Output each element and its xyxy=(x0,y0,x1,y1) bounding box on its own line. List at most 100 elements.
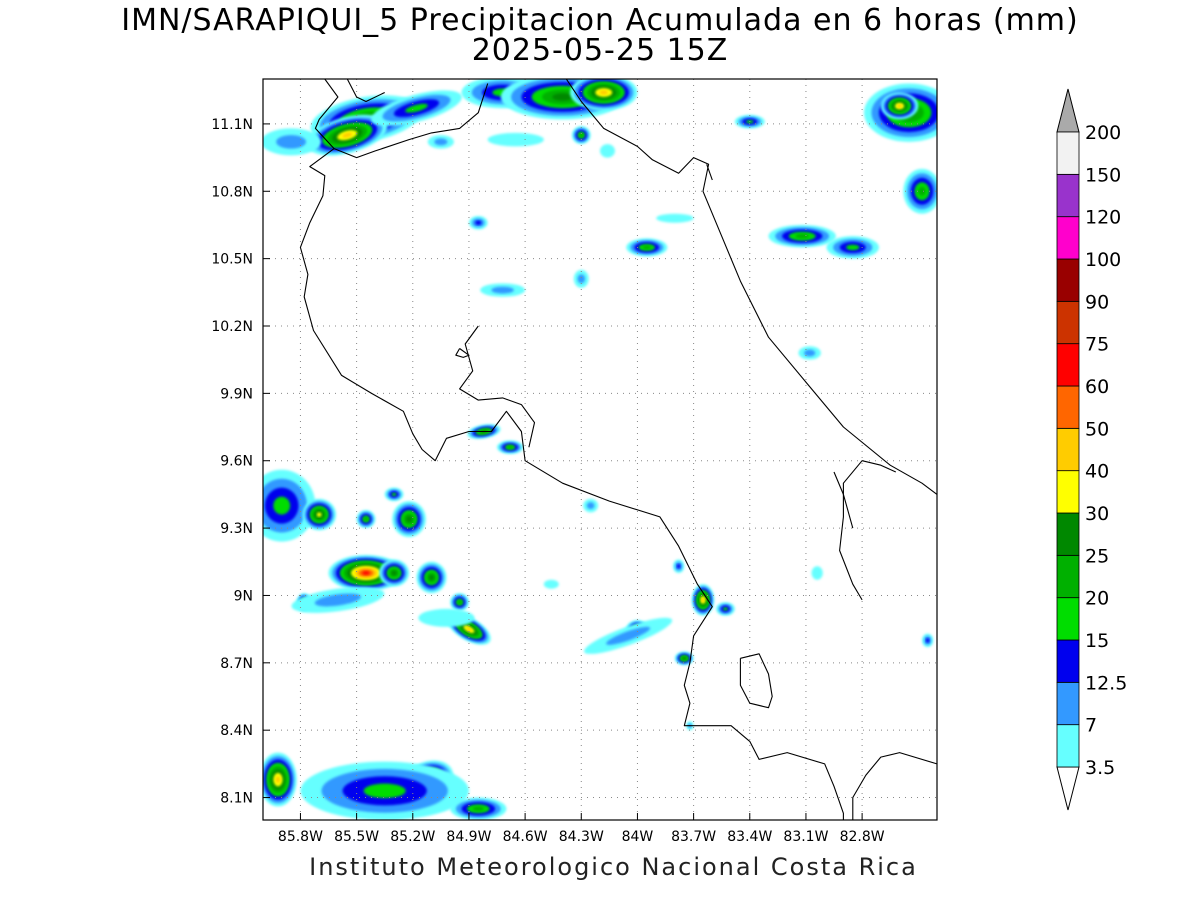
colorbar-swatch xyxy=(1056,512,1080,556)
rain-cell xyxy=(798,346,821,360)
colorbar-label: 25 xyxy=(1085,545,1109,567)
colorbar-label: 12.5 xyxy=(1085,672,1127,694)
rain-contour xyxy=(363,783,406,799)
y-tick-label: 9N xyxy=(234,588,253,604)
rain-contour xyxy=(429,574,434,581)
y-tick-label: 8.4N xyxy=(220,723,253,739)
rain-cell xyxy=(263,128,322,156)
rain-cell xyxy=(691,584,715,616)
colorbar-legend: 3.5 7 12.5 15 20 25 30 40 50 60 75 90 100 120 150 200 xyxy=(1056,88,1127,811)
rain-contour xyxy=(362,571,370,575)
coastline xyxy=(459,325,536,448)
rain-contour xyxy=(897,104,902,108)
rain-cell xyxy=(626,238,668,257)
colorbar-swatch xyxy=(1056,724,1080,768)
rain-cell xyxy=(573,269,589,288)
rain-contour xyxy=(676,564,681,569)
colorbar-swatch xyxy=(1056,597,1080,641)
y-tick-label: 10.2N xyxy=(211,319,253,335)
x-tick-label: 82.8W xyxy=(840,829,885,845)
colorbar-swatch xyxy=(1056,216,1080,260)
colorbar-label: 50 xyxy=(1085,418,1109,440)
rain-cell xyxy=(880,92,919,120)
rain-cell xyxy=(543,579,559,589)
rain-contour xyxy=(273,496,291,515)
colorbar-label: 200 xyxy=(1085,122,1121,144)
colorbar-label: 100 xyxy=(1085,249,1121,271)
lat-lon-grid xyxy=(263,79,937,820)
map-title: IMN/SARAPIQUI_5 Precipitacion Acumulada … xyxy=(121,3,1079,38)
rain-contour xyxy=(723,607,728,611)
colorbar-over-triangle xyxy=(1056,88,1080,133)
rain-cell xyxy=(468,215,488,230)
rain-contour xyxy=(599,90,608,95)
rain-cell xyxy=(392,501,426,538)
rain-cell xyxy=(291,587,385,613)
rain-contour xyxy=(314,593,362,607)
rain-contour xyxy=(811,566,823,580)
rain-contour xyxy=(918,186,926,196)
rain-cell xyxy=(768,224,836,248)
rain-cell xyxy=(571,126,591,145)
rain-contour xyxy=(804,349,816,357)
coastlines xyxy=(299,79,937,820)
coastline xyxy=(346,79,385,103)
rain-cell xyxy=(384,487,404,502)
colorbar-swatch xyxy=(1056,300,1080,345)
rain-cell xyxy=(600,144,615,158)
rain-contour xyxy=(577,274,586,284)
rain-cell xyxy=(379,559,410,587)
coastline xyxy=(299,79,844,820)
rain-cell xyxy=(300,761,469,820)
colorbar-label: 75 xyxy=(1085,334,1109,356)
rain-contour xyxy=(925,638,930,643)
x-tick-label: 84.3W xyxy=(559,829,604,845)
y-tick-label: 8.1N xyxy=(220,791,253,807)
rain-cell xyxy=(497,440,524,454)
rain-contour xyxy=(642,245,651,250)
colorbar-swatch xyxy=(1056,258,1080,302)
colorbar-swatch xyxy=(1056,173,1080,218)
colorbar-label: 40 xyxy=(1085,461,1109,483)
rain-contour xyxy=(701,597,705,602)
coastline xyxy=(333,83,489,159)
y-tick-label: 9.9N xyxy=(220,386,253,402)
rain-cell xyxy=(583,498,599,513)
colorbar-swatch xyxy=(1056,639,1080,683)
colorbar-swatch xyxy=(1056,427,1080,472)
rain-cell xyxy=(263,752,297,807)
x-tick-label: 85.8W xyxy=(278,829,323,845)
rain-cell xyxy=(903,168,937,214)
x-tick-label: 83.7W xyxy=(671,829,716,845)
y-tick-label: 8.7N xyxy=(220,656,253,672)
rain-contour xyxy=(276,135,307,149)
rain-contour xyxy=(406,516,412,523)
coastline xyxy=(833,471,854,529)
rain-cell xyxy=(418,608,475,627)
coastline xyxy=(852,752,937,820)
rain-contour xyxy=(507,445,513,449)
coastline xyxy=(739,653,773,709)
x-tick-label: 85.2W xyxy=(390,829,435,845)
colorbar-label: 120 xyxy=(1085,207,1121,229)
colorbar-swatch xyxy=(1056,343,1080,387)
colorbar-swatch xyxy=(1056,681,1080,726)
rain-contour xyxy=(846,244,860,251)
colorbar-label: 150 xyxy=(1085,164,1121,186)
rain-contour xyxy=(275,776,281,783)
y-tick-label: 9.6N xyxy=(220,454,253,470)
colorbar-label: 7 xyxy=(1085,715,1097,737)
colorbar-under-triangle xyxy=(1056,766,1080,811)
x-tick-label: 84W xyxy=(622,829,654,845)
coastline xyxy=(565,79,937,495)
rain-contour xyxy=(586,502,595,510)
y-tick-label: 11.1N xyxy=(211,117,253,133)
rain-cell xyxy=(480,283,526,297)
rain-cell xyxy=(371,90,462,126)
rain-cell xyxy=(716,602,735,616)
rain-contour xyxy=(552,93,573,101)
rain-contour xyxy=(434,138,448,146)
rain-cell xyxy=(583,617,673,654)
rain-contour xyxy=(316,512,322,517)
